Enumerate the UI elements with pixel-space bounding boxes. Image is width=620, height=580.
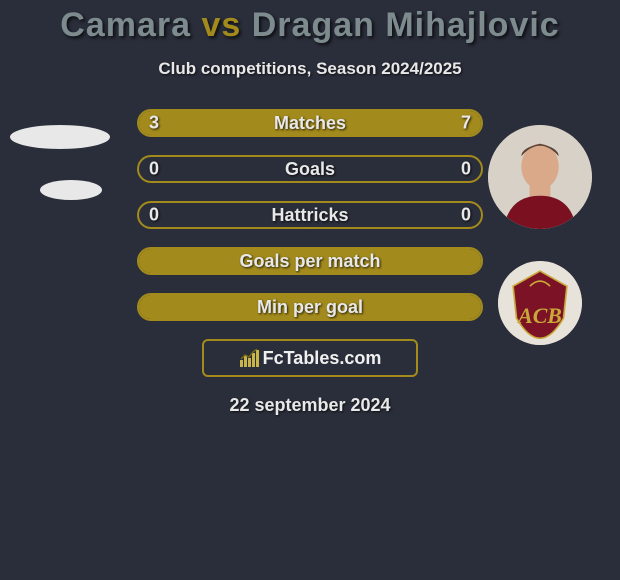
bar-fill-left bbox=[139, 249, 481, 273]
bar-fill-left bbox=[139, 295, 481, 319]
brand-box: FcTables.com bbox=[202, 339, 418, 377]
stat-left: 0 bbox=[149, 159, 159, 180]
stat-row: 3 Matches 7 bbox=[0, 109, 620, 137]
page-title: Camara vs Dragan Mihajlovic bbox=[0, 0, 620, 45]
stat-left: 0 bbox=[149, 205, 159, 226]
stat-bar: 3 Matches 7 bbox=[137, 109, 483, 137]
title-left: Camara bbox=[60, 6, 191, 44]
bar-fill-right bbox=[242, 111, 481, 135]
subtitle: Club competitions, Season 2024/2025 bbox=[0, 59, 620, 79]
stat-bar: 0 Hattricks 0 bbox=[137, 201, 483, 229]
stats-block: 3 Matches 7 0 Goals 0 0 Hattricks 0 Goal… bbox=[0, 109, 620, 321]
title-right: Dragan Mihajlovic bbox=[252, 6, 560, 44]
stat-label: Hattricks bbox=[139, 205, 481, 226]
stat-bar: 0 Goals 0 bbox=[137, 155, 483, 183]
chart-icon bbox=[239, 348, 261, 368]
stat-left: 3 bbox=[149, 113, 159, 134]
stat-row: Min per goal bbox=[0, 293, 620, 321]
stat-row: Goals per match bbox=[0, 247, 620, 275]
brand-text: FcTables.com bbox=[263, 348, 382, 369]
stat-label: Goals bbox=[139, 159, 481, 180]
stat-right: 0 bbox=[461, 159, 471, 180]
title-vs: vs bbox=[201, 6, 241, 44]
stat-row: 0 Hattricks 0 bbox=[0, 201, 620, 229]
stat-bar: Goals per match bbox=[137, 247, 483, 275]
stat-bar: Min per goal bbox=[137, 293, 483, 321]
stat-right: 0 bbox=[461, 205, 471, 226]
stat-row: 0 Goals 0 bbox=[0, 155, 620, 183]
stat-right: 7 bbox=[461, 113, 471, 134]
date-text: 22 september 2024 bbox=[0, 395, 620, 416]
